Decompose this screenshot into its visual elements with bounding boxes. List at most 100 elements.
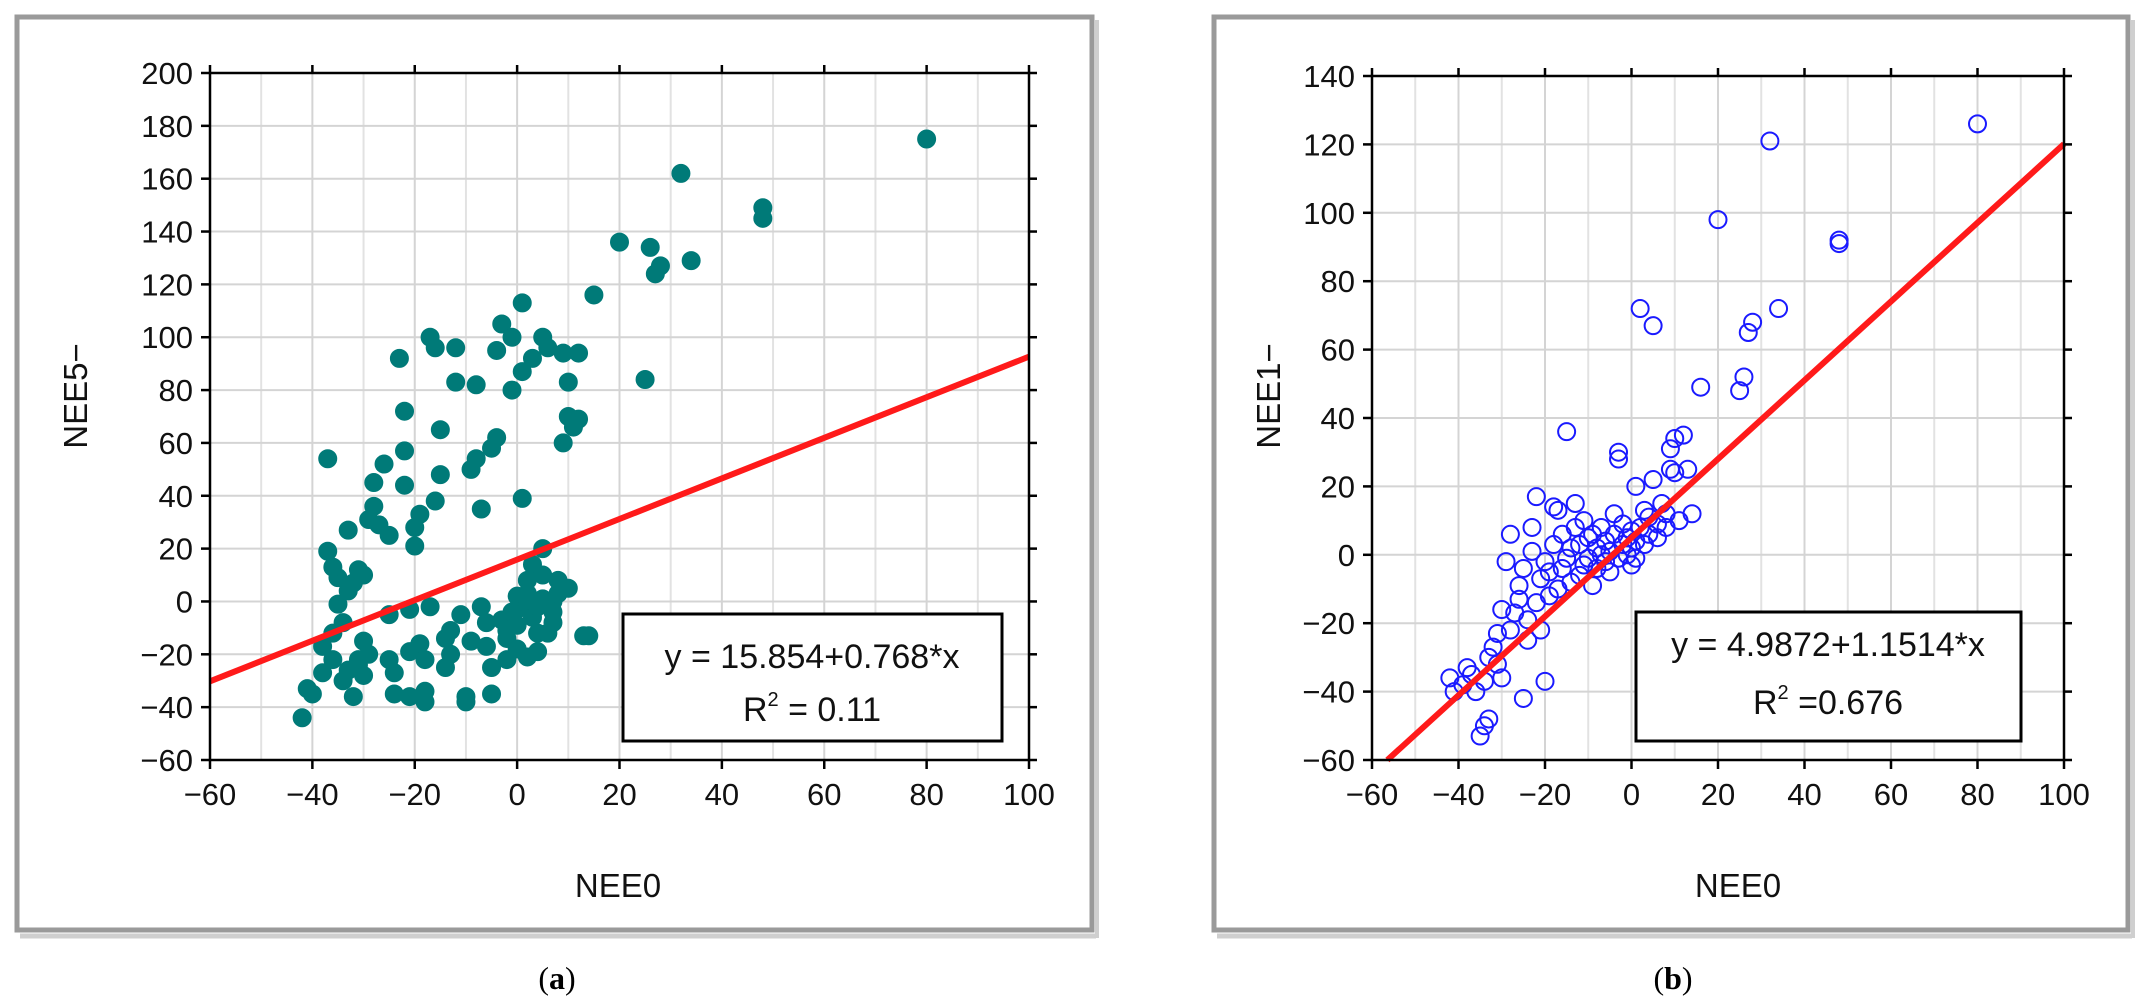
scatter-point: [1626, 476, 1646, 496]
scatter-point: [466, 449, 486, 469]
panel-b-y-axis-title: NEE1−: [1250, 343, 1287, 448]
scatter-point: [359, 644, 379, 664]
scatter-point: [1660, 439, 1680, 459]
scatter-point: [1678, 459, 1698, 479]
scatter-point: [1552, 558, 1572, 578]
y-tick-label: −40: [1302, 675, 1355, 710]
scatter-point: [502, 327, 522, 347]
x-tick-label: 20: [602, 777, 636, 812]
panel-a: −60 −40 −20 0 20 40 60 80 100 −60 −40 −20 0 20 40 60 80 1…: [14, 14, 1099, 996]
scatter-point: [451, 605, 471, 625]
scatter-point: [354, 565, 374, 585]
scatter-point: [543, 602, 563, 622]
scatter-point: [1561, 538, 1581, 558]
scatter-point: [415, 650, 435, 670]
scatter-point: [650, 256, 670, 276]
scatter-point: [1630, 299, 1650, 319]
scatter-point: [1513, 558, 1533, 578]
scatter-point: [1500, 620, 1520, 640]
scatter-point: [364, 473, 384, 493]
scatter-point: [384, 663, 404, 683]
scatter-point: [379, 525, 399, 545]
scatter-point: [1708, 210, 1728, 230]
scatter-point: [374, 454, 394, 474]
scatter-point: [1665, 463, 1685, 483]
caption-a-letter: a: [549, 960, 565, 996]
panel-b-equation-box-frame: [1634, 610, 2023, 743]
panel-a-x-axis-title: NEE0: [575, 867, 661, 904]
scatter-point: [292, 708, 312, 728]
x-tick-label: −40: [286, 777, 339, 812]
x-tick-label: −60: [184, 777, 237, 812]
scatter-point: [558, 372, 578, 392]
scatter-point: [456, 692, 476, 712]
panel-a-equation-text: y = 15.854+0.768*x: [665, 638, 960, 676]
y-tick-label: 80: [1321, 264, 1355, 299]
panel-a-equation-box: y = 15.854+0.768*x R2 = 0.11: [621, 612, 1004, 743]
scatter-point: [471, 499, 491, 519]
scatter-point: [1535, 671, 1555, 691]
scatter-point: [323, 650, 343, 670]
scatter-point: [446, 338, 466, 358]
panel-b-plot-area: [1385, 114, 2067, 763]
scatter-point: [1522, 541, 1542, 561]
panel-a-equation-box-frame: [621, 612, 1004, 743]
y-tick-label: −20: [1302, 606, 1355, 641]
y-tick-label: 40: [1321, 401, 1355, 436]
scatter-point: [1535, 552, 1555, 572]
scatter-point: [1609, 442, 1629, 462]
caption-b: (b): [1653, 960, 1692, 996]
scatter-point: [1479, 709, 1499, 729]
scatter-point: [610, 232, 629, 252]
scatter-point: [430, 465, 450, 485]
scatter-point: [1509, 576, 1529, 596]
scatter-point: [1492, 668, 1512, 688]
y-tick-label: 80: [159, 373, 193, 408]
scatter-point: [1557, 422, 1577, 442]
scatter-point: [671, 163, 691, 183]
scatter-point: [1487, 623, 1507, 643]
panel-b-r2-sup: 2: [1778, 682, 1789, 704]
y-tick-label: 0: [176, 584, 193, 619]
caption-b-letter: b: [1664, 960, 1682, 996]
y-tick-label: 20: [159, 532, 193, 567]
y-tick-label: −40: [140, 690, 193, 725]
scatter-point: [1548, 500, 1568, 520]
scatter-point: [318, 541, 338, 561]
scatter-point: [1738, 323, 1758, 342]
scatter-point: [1574, 511, 1594, 531]
scatter-point: [492, 314, 512, 334]
scatter-point: [917, 129, 937, 149]
panel-b: −60 −40 −20 0 20 40 60 80 100 −60 −40 −20 0 20 40 60 80 1…: [1211, 14, 2135, 996]
scatter-point: [395, 401, 415, 421]
scatter-point: [1483, 637, 1503, 657]
scatter-point: [553, 433, 573, 453]
y-tick-label: 0: [1338, 538, 1355, 573]
scatter-point: [482, 684, 502, 704]
panel-a-r2-value: = 0.11: [779, 691, 881, 729]
x-tick-label: 100: [1003, 777, 1055, 812]
regression-line: [1385, 141, 2067, 763]
scatter-point: [1682, 504, 1702, 524]
scatter-point: [1665, 429, 1685, 449]
scatter-point: [430, 420, 450, 440]
scatter-point: [1526, 487, 1546, 507]
scatter-point: [1968, 114, 1987, 134]
scatter-point: [328, 594, 348, 614]
scatter-point: [1539, 562, 1559, 582]
scatter-point: [313, 663, 333, 683]
x-tick-label: −60: [1346, 777, 1399, 812]
scatter-point: [410, 634, 430, 654]
scatter-point: [1557, 548, 1577, 568]
scatter-point: [1626, 548, 1646, 568]
scatter-point: [1643, 316, 1663, 336]
scatter-point: [354, 665, 374, 685]
panel-a-r2-prefix: R: [743, 691, 768, 729]
scatter-point: [441, 644, 461, 664]
x-tick-label: 20: [1701, 777, 1735, 812]
y-tick-label: 140: [1303, 59, 1355, 94]
y-tick-label: 100: [1303, 196, 1355, 231]
scatter-point: [1513, 688, 1533, 708]
panel-a-r2-sup: 2: [768, 689, 779, 711]
scatter-point: [487, 340, 507, 360]
